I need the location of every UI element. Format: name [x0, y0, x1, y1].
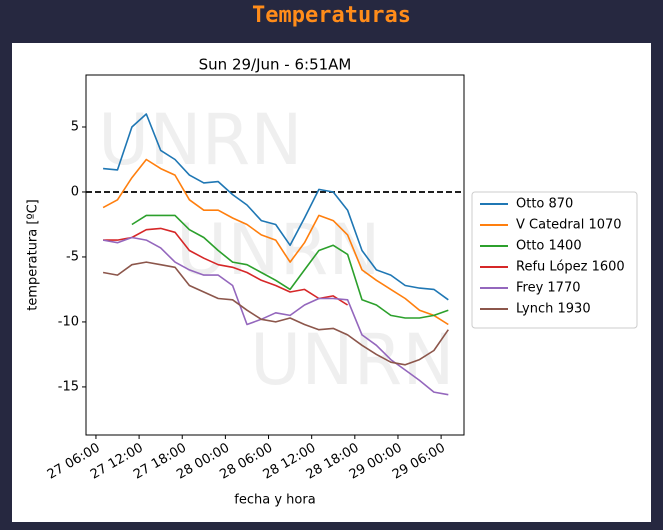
series-line	[102, 158, 449, 326]
legend-box	[471, 191, 638, 329]
page-title: Temperaturas	[252, 3, 411, 28]
y-axis-label: temperatura [ºC]	[26, 199, 41, 310]
legend-label: Otto 1400	[516, 239, 582, 254]
legend-label: Refu López 1600	[516, 260, 625, 275]
chart-title: Sun 29/Jun - 6:51AM	[199, 56, 352, 74]
y-tick-label: -5	[66, 249, 79, 264]
x-axis-label: fecha y hora	[234, 493, 315, 508]
legend-label: Otto 870	[516, 197, 573, 212]
plot-frame	[85, 74, 465, 436]
y-tick-label: -10	[58, 314, 79, 329]
y-tick-label: -15	[58, 379, 79, 394]
series-line	[131, 214, 449, 319]
legend-label: V Catedral 1070	[516, 218, 622, 233]
y-tick-label: 0	[71, 184, 79, 199]
series-line	[103, 227, 349, 306]
watermark: UNRN	[98, 99, 303, 181]
series-line	[103, 113, 449, 301]
legend-label: Frey 1770	[516, 281, 581, 296]
watermark: UNRN	[176, 209, 381, 291]
series-line	[102, 236, 449, 396]
y-tick-label: 5	[71, 119, 79, 134]
watermark: UNRN	[250, 319, 455, 401]
legend-label: Lynch 1930	[516, 302, 591, 317]
series-line	[102, 261, 449, 366]
